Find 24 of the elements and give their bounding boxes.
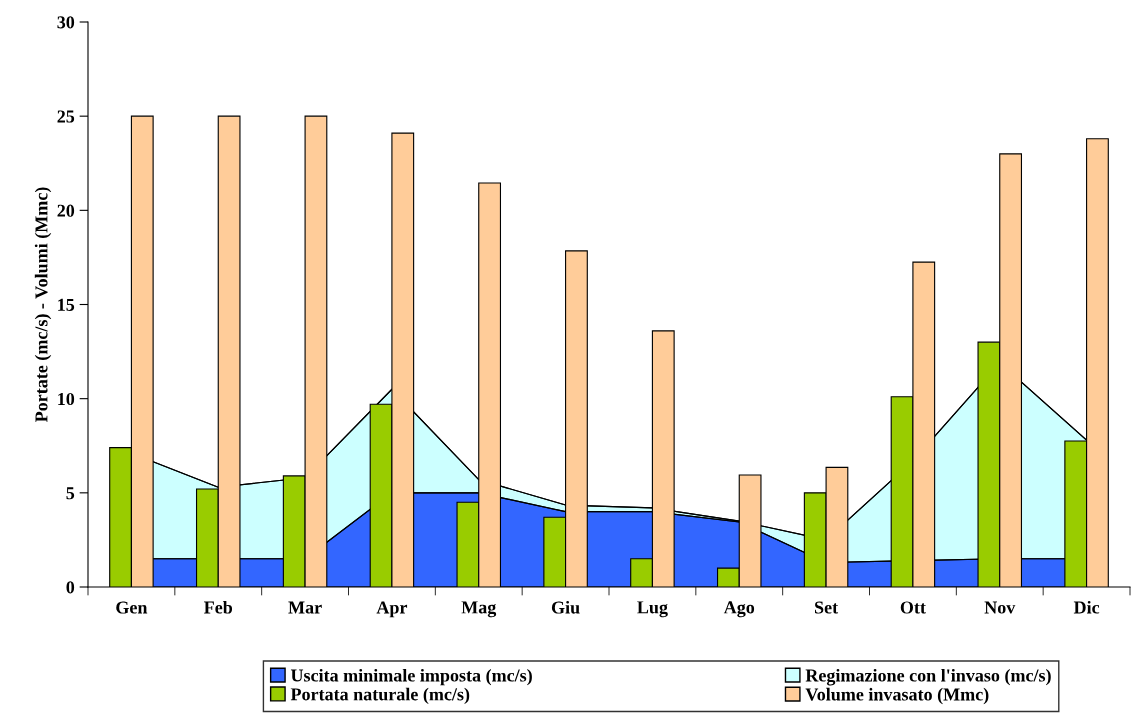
y-tick-label: 5 [66,487,75,500]
x-tick-label: Nov [984,601,1016,614]
legend-label: Uscita minimale imposta (mc/s) [290,668,532,686]
x-tick-label: Set [815,601,839,614]
x-tick-label: Ott [900,601,926,614]
legend-label: Regimazione con l'invaso (mc/s) [805,668,1051,686]
y-tick-label: 0 [66,581,75,594]
x-tick-label: Mag [461,601,497,618]
x-tick-label: Dic [1073,600,1100,614]
y-tick-label: 10 [58,392,75,406]
legend-label: Volume invasato (Mmc) [805,687,989,705]
x-tick-label: Giu [551,600,580,614]
y-tick-label: 25 [57,110,75,123]
x-tick-label: Mar [288,601,322,614]
x-tick-label: Ago [723,601,755,618]
y-tick-label: 15 [58,298,75,311]
x-tick-label: Apr [376,601,408,618]
y-tick-label: 30 [57,16,75,29]
x-tick-label: Gen [116,601,148,614]
y-tick-label: 20 [57,204,75,217]
x-tick-label: Lug [637,601,668,618]
y-axis-title: Portate (mc/s) - Volumi (Mmc) [34,187,52,423]
x-tick-label: Feb [204,600,233,614]
legend-label: Portata naturale (mc/s) [290,687,470,705]
